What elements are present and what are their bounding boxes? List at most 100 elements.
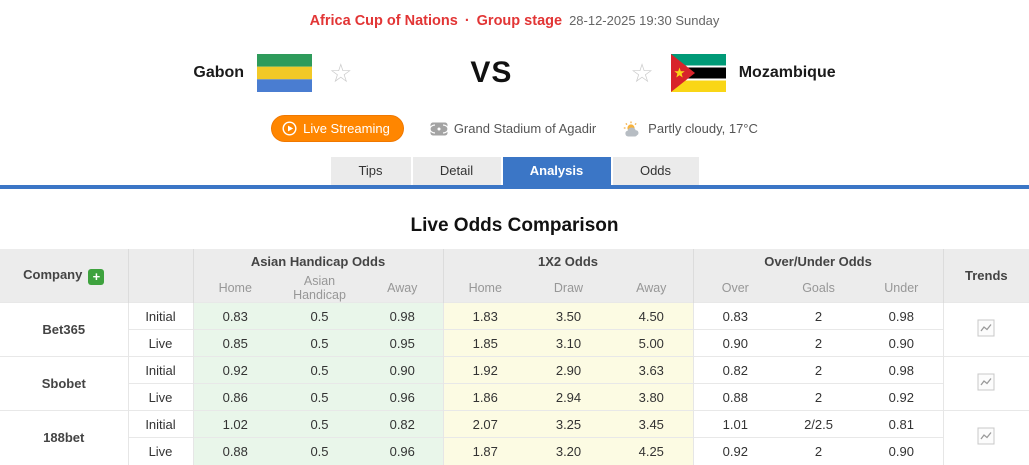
tab-tips[interactable]: Tips	[330, 157, 411, 185]
odds-value: 1.83	[442, 302, 527, 330]
odds-value: 3.20	[527, 437, 610, 465]
live-streaming-button[interactable]: Live Streaming	[271, 115, 404, 142]
odds-value: 2	[777, 383, 861, 411]
odds-value: 1.87	[442, 437, 527, 465]
match-teams-row: Gabon ☆ VS ☆ Mozambique	[0, 53, 1029, 93]
tab-analysis[interactable]: Analysis	[502, 157, 611, 185]
trends-header: Trends	[942, 249, 1029, 303]
add-company-icon[interactable]: +	[88, 268, 105, 285]
odds-value: 0.90	[860, 329, 944, 357]
odds-value: 0.90	[860, 437, 944, 465]
odds-value: 4.50	[610, 302, 694, 330]
odds-value: 5.00	[610, 329, 694, 357]
odds-value: 0.5	[277, 302, 362, 330]
live-odds-table: Company + Asian Handicap Odds 1X2 Odds Ov…	[0, 249, 1029, 465]
group-header-1x2: 1X2 Odds	[442, 249, 694, 274]
separator-dot: ·	[464, 13, 470, 29]
odds-value: 3.63	[610, 356, 694, 384]
column-header: Away	[610, 274, 694, 303]
odds-value: 0.5	[277, 329, 362, 357]
favorite-star-icon-home[interactable]: ☆	[329, 58, 353, 88]
company-header-label: Company	[23, 266, 83, 282]
away-team: ☆ Mozambique	[630, 54, 836, 92]
odds-value: 0.81	[860, 410, 944, 438]
column-header: Asian Handicap	[277, 274, 362, 303]
column-header: Home	[442, 274, 527, 303]
odds-value: 0.92	[192, 356, 277, 384]
odds-value: 0.90	[692, 329, 778, 357]
company-name: Sbobet	[0, 356, 128, 411]
odds-value: 1.86	[442, 383, 527, 411]
match-info-row: Live Streaming Grand Stadium of Agadir	[0, 115, 1029, 142]
odds-value: 1.01	[692, 410, 778, 438]
tab-detail[interactable]: Detail	[412, 157, 501, 185]
row-type-header	[127, 249, 193, 303]
weather-icon	[622, 121, 642, 137]
table-row: Sbobet Initial 0.92 0.5 0.90 1.92 2.90 3…	[0, 356, 1029, 411]
odds-value: 3.50	[527, 302, 610, 330]
row-label: Initial	[127, 410, 193, 438]
odds-value: 0.88	[692, 383, 778, 411]
odds-value: 1.92	[442, 356, 527, 384]
odds-value: 2.90	[527, 356, 610, 384]
odds-value: 2.07	[442, 410, 527, 438]
table-row: Live 0.85 0.5 0.95 1.85 3.10 5.00 0.90 2…	[0, 329, 1029, 357]
odds-value: 1.02	[192, 410, 277, 438]
odds-value: 0.5	[277, 437, 362, 465]
trends-chart-icon[interactable]	[942, 356, 1029, 411]
table-row: Live 0.86 0.5 0.96 1.86 2.94 3.80 0.88 2…	[0, 383, 1029, 411]
odds-value: 4.25	[610, 437, 694, 465]
match-datetime: 28-12-2025 19:30 Sunday	[569, 13, 720, 28]
company-name: 188bet	[0, 410, 128, 465]
row-label: Live	[127, 437, 193, 465]
play-icon	[282, 121, 297, 136]
table-row: Live 0.88 0.5 0.96 1.87 3.20 4.25 0.92 2…	[0, 437, 1029, 465]
odds-value: 2	[777, 302, 861, 330]
group-header-asian-handicap: Asian Handicap Odds	[192, 249, 443, 274]
odds-value: 3.10	[527, 329, 610, 357]
odds-value: 0.86	[192, 383, 277, 411]
odds-value: 0.83	[192, 302, 277, 330]
odds-value: 0.5	[277, 356, 362, 384]
odds-value: 3.45	[610, 410, 694, 438]
favorite-star-icon-away[interactable]: ☆	[630, 58, 654, 88]
odds-value: 0.5	[277, 410, 362, 438]
match-header-line: Africa Cup of Nations · Group stage 28-1…	[0, 0, 1029, 29]
gabon-flag-icon	[257, 54, 313, 92]
column-header: Away	[362, 274, 443, 303]
odds-value: 3.25	[527, 410, 610, 438]
trends-chart-icon[interactable]	[942, 410, 1029, 465]
venue-name: Grand Stadium of Agadir	[453, 121, 597, 136]
row-label: Live	[127, 329, 193, 357]
vs-label: VS	[470, 56, 513, 89]
odds-value: 0.96	[362, 383, 443, 411]
column-header: Draw	[527, 274, 610, 303]
row-label: Initial	[127, 356, 193, 384]
odds-value: 0.92	[860, 383, 944, 411]
live-streaming-label: Live Streaming	[303, 121, 390, 136]
trends-chart-icon[interactable]	[942, 302, 1029, 357]
odds-value: 0.85	[192, 329, 277, 357]
odds-value: 0.92	[692, 437, 778, 465]
column-header: Over	[692, 274, 778, 303]
row-label: Initial	[127, 302, 193, 330]
tab-underline	[0, 185, 1029, 189]
tab-bar: Tips Detail Analysis Odds	[0, 157, 1029, 189]
odds-value: 3.80	[610, 383, 694, 411]
odds-value: 0.83	[692, 302, 778, 330]
odds-value: 2	[777, 356, 861, 384]
odds-value: 0.96	[362, 437, 443, 465]
section-title: Live Odds Comparison	[410, 215, 619, 236]
odds-value: 0.98	[362, 302, 443, 330]
odds-value: 1.85	[442, 329, 527, 357]
company-name: Bet365	[0, 302, 128, 357]
odds-value: 0.98	[860, 302, 944, 330]
odds-value: 0.88	[192, 437, 277, 465]
odds-value: 2	[777, 437, 861, 465]
weather-text: Partly cloudy, 17°C	[648, 121, 758, 136]
odds-value: 0.90	[362, 356, 443, 384]
stage-name: Group stage	[476, 13, 563, 29]
tab-odds[interactable]: Odds	[612, 157, 699, 185]
column-header: Under	[860, 274, 944, 303]
table-row: 188bet Initial 1.02 0.5 0.82 2.07 3.25 3…	[0, 410, 1029, 465]
